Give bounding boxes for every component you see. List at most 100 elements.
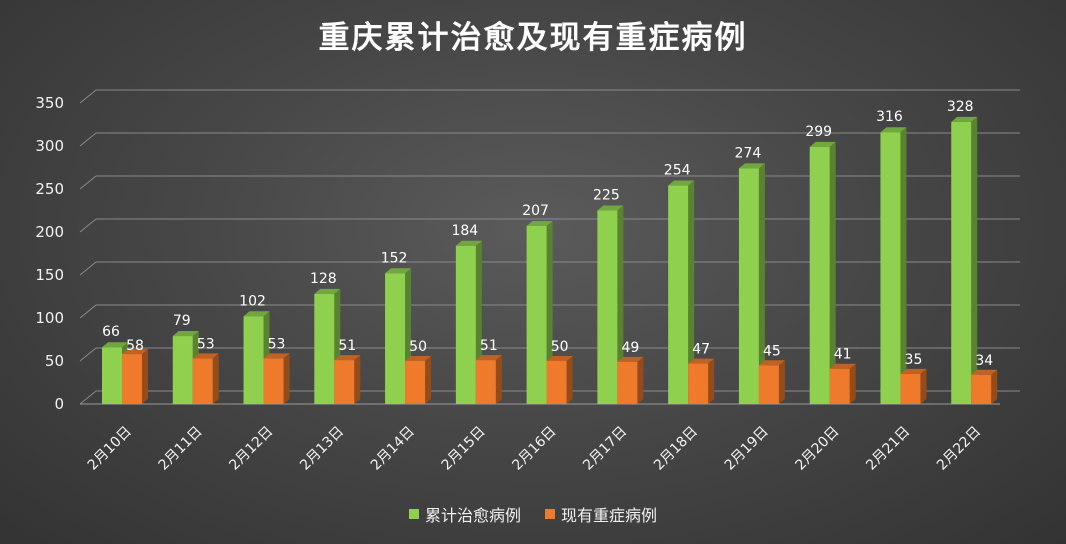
y-tick-label: 300: [35, 137, 64, 155]
data-label-cured: 128: [310, 271, 337, 287]
bar-top-cured: [243, 311, 270, 317]
bar-top-severe: [122, 349, 148, 355]
data-label-cured: 207: [522, 203, 549, 219]
bar-top-cured: [455, 240, 482, 246]
x-tick-label: 2月22日: [934, 424, 984, 474]
data-label-severe: 51: [480, 338, 498, 354]
bar-side-severe: [354, 355, 361, 404]
x-tick-label: 2月16日: [509, 424, 559, 474]
y-tick-label: 0: [54, 395, 64, 413]
gridline-depth: [79, 304, 97, 319]
x-tick-label: 2月18日: [651, 424, 701, 474]
bar-side-severe: [425, 356, 432, 404]
bar-cured: [597, 210, 618, 404]
bar-severe: [192, 358, 213, 404]
x-tick-label: 2月17日: [580, 424, 630, 474]
x-tick-label: 2月11日: [156, 424, 206, 474]
legend: 累计治愈病例 现有重症病例: [0, 502, 1066, 526]
bar-severe: [688, 363, 709, 404]
bar-side-severe: [212, 353, 219, 404]
bar-severe: [971, 374, 992, 404]
bar-top-severe: [971, 369, 998, 375]
bar-cured: [738, 168, 759, 404]
legend-swatch-cured: [408, 509, 419, 519]
data-label-cured: 66: [102, 324, 120, 340]
bar-side-severe: [849, 363, 856, 404]
data-label-cured: 274: [735, 145, 762, 161]
chart-title: 重庆累计治愈及现有重症病例: [318, 20, 748, 56]
gridline-depth: [79, 175, 97, 190]
x-tick-label: 2月21日: [863, 424, 913, 474]
gridline-depth: [79, 218, 97, 233]
bar-severe: [617, 361, 638, 404]
data-label-cured: 79: [173, 313, 191, 329]
data-label-severe: 35: [905, 352, 923, 368]
bar-top-severe: [688, 358, 715, 364]
bar-side-severe: [142, 349, 148, 404]
bar-top-severe: [334, 355, 361, 361]
data-label-severe: 50: [551, 339, 569, 355]
bar-top-severe: [475, 355, 502, 361]
bar-top-cured: [102, 342, 128, 348]
gridline-depth: [79, 261, 97, 276]
bar-top-severe: [263, 353, 290, 359]
data-label-cured: 254: [664, 163, 691, 179]
gridline-depth: [79, 347, 97, 362]
bar-cured: [385, 273, 406, 404]
data-label-severe: 41: [834, 347, 852, 363]
bar-top-cured: [880, 127, 907, 133]
bar-severe: [546, 361, 567, 404]
data-label-severe: 45: [763, 343, 781, 359]
gridline-depth: [79, 132, 97, 147]
bar-cured: [314, 293, 335, 404]
bar-top-cured: [314, 288, 341, 294]
bar-cured: [668, 185, 689, 404]
bar-top-severe: [617, 356, 644, 362]
bar-top-cured: [951, 116, 978, 122]
y-tick-label: 100: [35, 309, 64, 327]
bar-top-cured: [809, 141, 836, 147]
bar-cured: [809, 146, 830, 405]
bar-side-cured: [688, 180, 695, 404]
x-tick-label: 2月10日: [85, 424, 135, 474]
legend-label-severe: 现有重症病例: [561, 506, 658, 525]
bar-top-cured: [526, 220, 553, 226]
bar-top-cured: [668, 180, 695, 186]
legend-swatch-severe: [545, 509, 555, 519]
bar-side-severe: [708, 358, 715, 404]
bar-severe: [405, 361, 426, 404]
bar-cured: [172, 336, 193, 404]
bar-severe: [900, 373, 921, 404]
y-tick-label: 200: [35, 223, 64, 241]
data-label-cured: 152: [381, 250, 408, 266]
x-tick-label: 2月14日: [368, 424, 418, 474]
x-tick-label: 2月19日: [722, 424, 772, 474]
data-label-severe: 53: [197, 336, 215, 352]
x-tick-label: 2月15日: [439, 424, 489, 474]
bar-top-cured: [738, 163, 765, 169]
bar-top-severe: [405, 356, 432, 361]
legend-item-cured: 累计治愈病例: [408, 502, 521, 526]
y-tick-label: 250: [35, 180, 64, 198]
bar-side-cured: [829, 141, 836, 405]
y-tick-label: 150: [35, 266, 64, 284]
data-label-cured: 184: [451, 223, 478, 239]
data-label-severe: 47: [692, 342, 710, 358]
bar-top-severe: [192, 353, 219, 359]
bar-side-severe: [283, 353, 290, 404]
x-tick-label: 2月20日: [793, 424, 843, 474]
data-label-cured: 102: [239, 293, 266, 309]
bar-cured: [102, 347, 122, 404]
data-label-severe: 49: [621, 340, 639, 356]
y-tick-label: 350: [35, 94, 64, 112]
bar-top-cured: [597, 205, 624, 211]
data-label-severe: 53: [268, 336, 286, 352]
bar-side-cured: [617, 205, 624, 404]
bar-side-cured: [758, 163, 765, 404]
bar-side-cured: [971, 116, 978, 405]
x-tick-label: 2月12日: [226, 424, 276, 474]
bar-cured: [951, 121, 972, 405]
bar-top-severe: [829, 363, 856, 369]
